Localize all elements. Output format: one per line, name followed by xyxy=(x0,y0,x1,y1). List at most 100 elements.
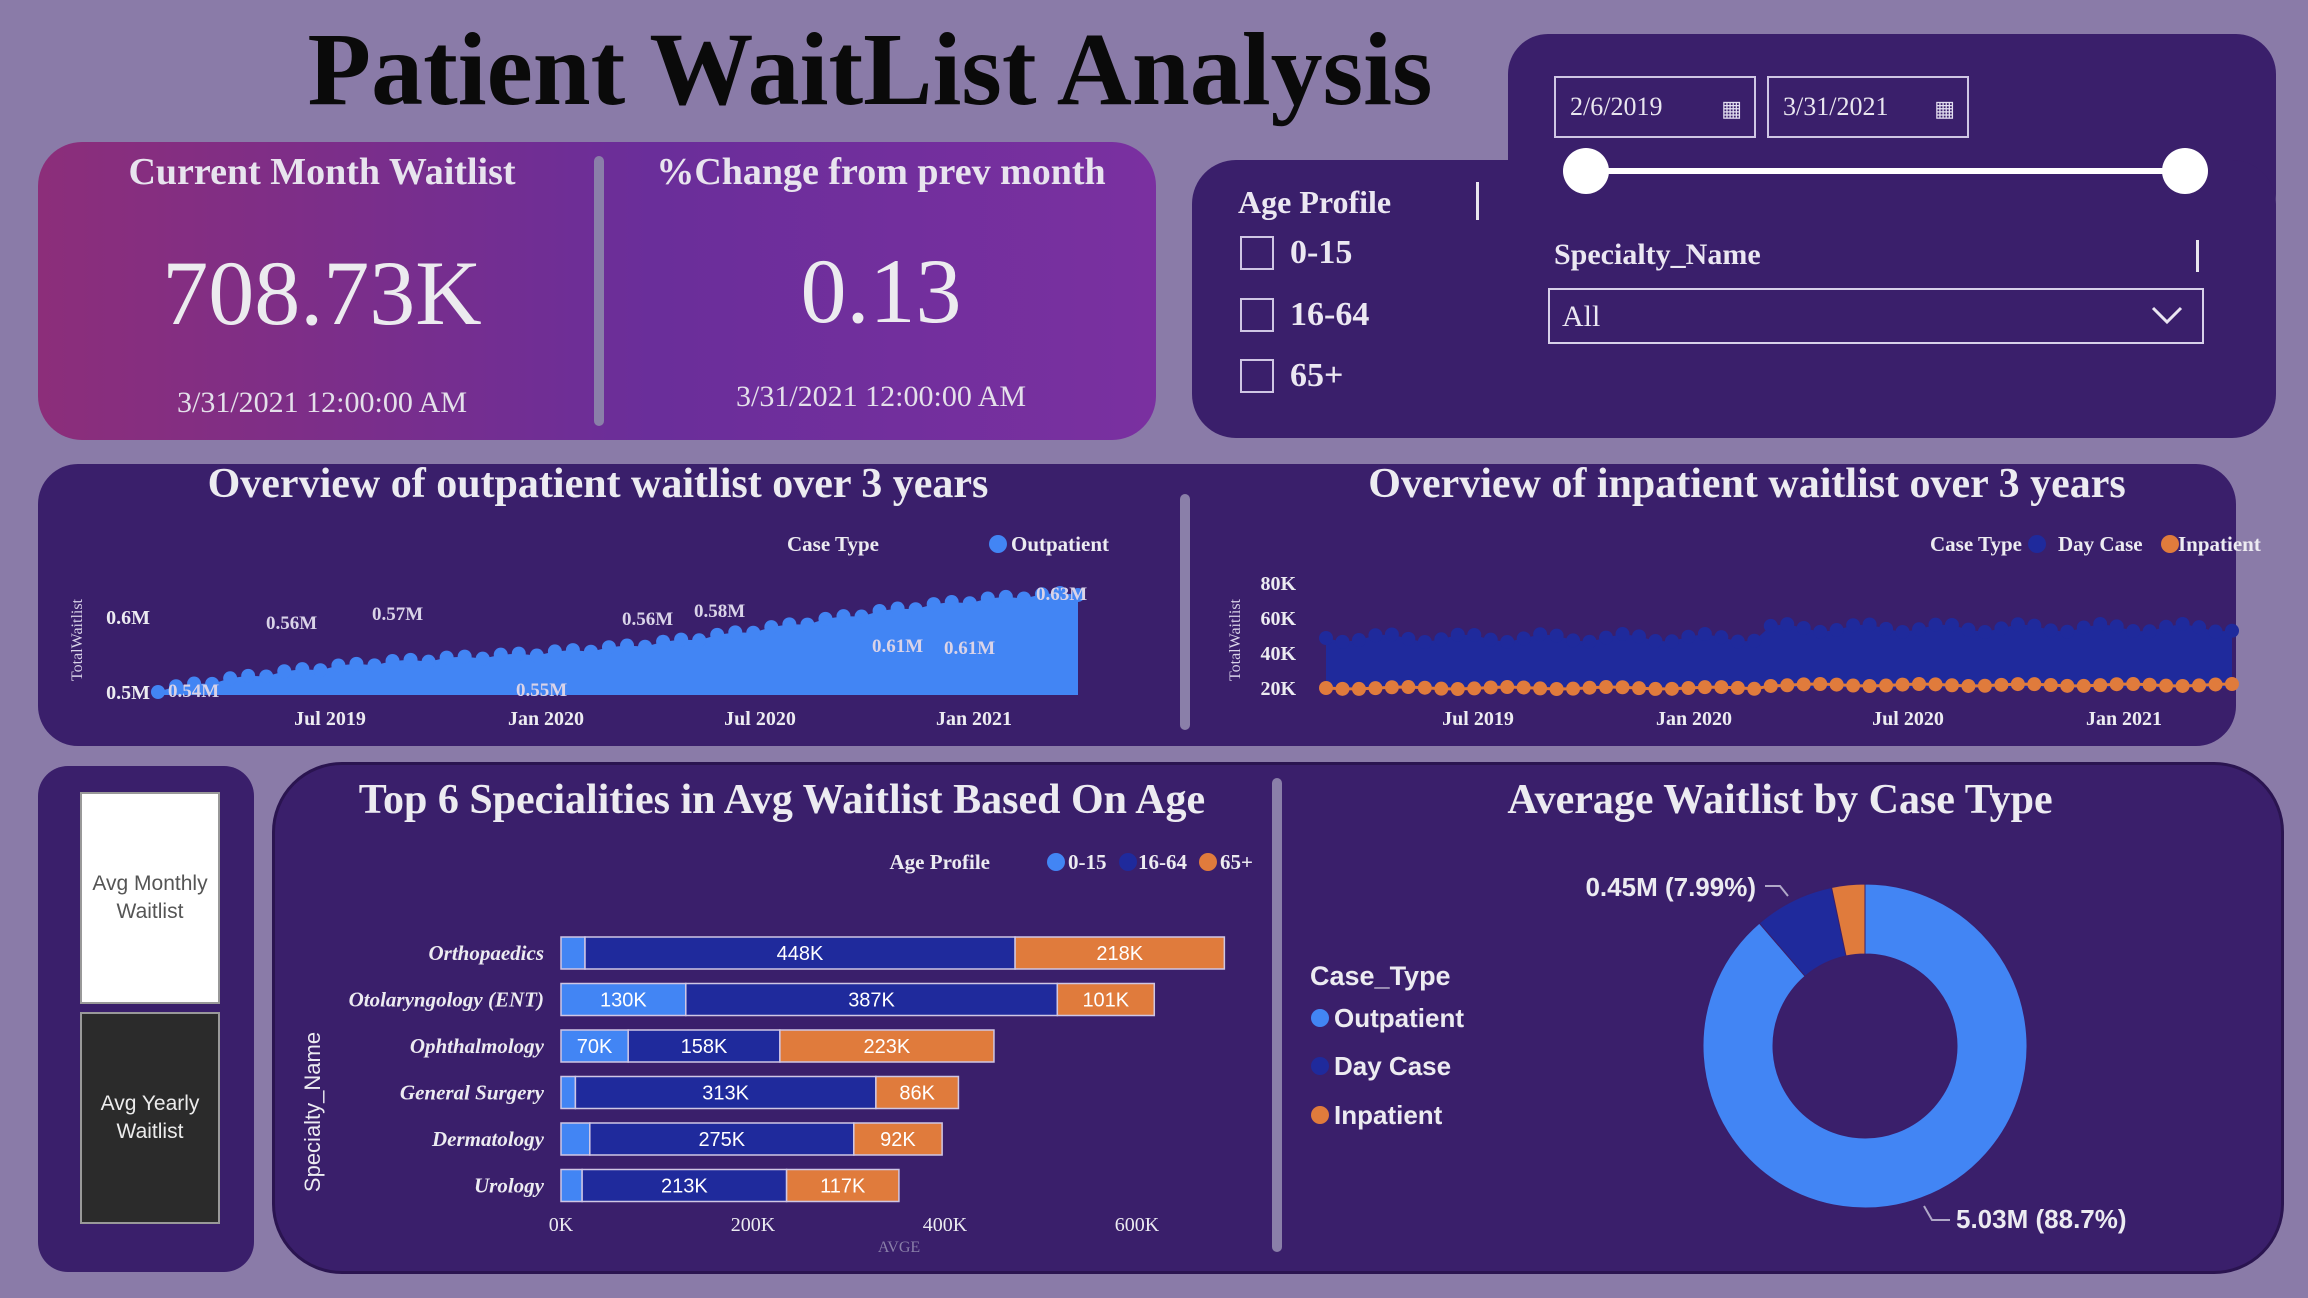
bar-value-label: 218K xyxy=(1096,943,1143,965)
inpatient-point xyxy=(1467,681,1482,696)
x-tick-label: Jul 2019 xyxy=(294,708,366,730)
date-start-input[interactable]: 2/6/2019 ▦ xyxy=(1554,76,1756,138)
outpatient-point xyxy=(908,602,923,617)
bottom-divider xyxy=(1272,778,1282,1252)
bar-value-label: 101K xyxy=(1082,990,1129,1012)
outpatient-point xyxy=(638,639,653,654)
inpatient-point xyxy=(2126,677,2141,692)
inpatient-point xyxy=(2060,678,2075,693)
checkbox[interactable] xyxy=(1240,359,1274,393)
data-label: 0.61M xyxy=(872,636,923,657)
inpatient-point xyxy=(1516,680,1531,695)
age-option-16-64[interactable]: 16-64 xyxy=(1240,296,1369,334)
legend-age-65-plus: 65+ xyxy=(1220,850,1253,874)
change-kpi: %Change from prev month 0.13 3/31/2021 1… xyxy=(606,142,1156,440)
age-profile-label: Age Profile xyxy=(1238,184,1392,220)
outpatient-point xyxy=(241,668,256,683)
legend-day-case: Day Case xyxy=(1334,1051,1451,1081)
legend-inpatient: Inpatient xyxy=(2178,532,2261,556)
donut-slices xyxy=(1702,883,2028,1209)
bar-value-label: 130K xyxy=(600,990,647,1012)
bar-value-label: 92K xyxy=(880,1129,916,1151)
date-start-value: 2/6/2019 xyxy=(1570,92,1663,121)
day-case-point xyxy=(1319,631,1333,645)
day-case-point xyxy=(2192,620,2207,635)
bar-0-15 xyxy=(560,982,687,1017)
bar-65+ xyxy=(785,1168,900,1203)
inpatient-point xyxy=(2027,677,2042,692)
inpatient-point xyxy=(1368,681,1383,696)
age-option-65-plus[interactable]: 65+ xyxy=(1240,357,1343,395)
outpatient-point xyxy=(205,676,220,691)
legend-title: Case_Type xyxy=(1310,961,1451,991)
inpatient-point xyxy=(2142,677,2157,692)
inpatient-point xyxy=(2010,677,2025,692)
slider-end-handle[interactable] xyxy=(2162,148,2208,194)
day-case-point xyxy=(2159,619,2174,634)
day-case-point xyxy=(2109,619,2124,634)
outpatient-point xyxy=(710,627,725,642)
day-case-point xyxy=(1796,621,1811,636)
age-option-0-15[interactable]: 0-15 xyxy=(1240,234,1352,272)
slice-label-outpatient: 5.03M (88.7%) xyxy=(1956,1204,2127,1234)
calendar-icon[interactable]: ▦ xyxy=(1934,96,1955,121)
inpatient-point xyxy=(1319,681,1333,695)
specialty-selected: All xyxy=(1562,300,1601,333)
inpatient-point xyxy=(2093,678,2108,693)
outpatient-point xyxy=(1071,587,1085,602)
specialty-dropdown[interactable]: All xyxy=(1548,288,2204,344)
category-label: General Surgery xyxy=(400,1081,545,1105)
bar-series: Orthopaedics 448K 218K Otolaryngology (ENT)… xyxy=(349,936,1226,1236)
outpatient-point xyxy=(620,638,635,653)
category-label: Otolaryngology (ENT) xyxy=(349,988,544,1012)
day-case-point xyxy=(2076,620,2091,635)
day-case-point xyxy=(1747,633,1762,648)
legend-marker-day-case xyxy=(2028,535,2046,553)
checkbox[interactable] xyxy=(1240,298,1274,332)
inpatient-point xyxy=(1615,680,1630,695)
outpatient-point xyxy=(223,671,238,686)
calendar-icon[interactable]: ▦ xyxy=(1721,96,1742,121)
bar-value-label: 448K xyxy=(777,943,824,965)
outpatient-point xyxy=(1034,587,1049,602)
bar-0-15 xyxy=(560,1029,629,1063)
y-tick-label: 0.5M xyxy=(106,682,150,704)
legend-outpatient: Outpatient xyxy=(1011,532,1109,556)
specialities-chart-title: Top 6 Specialities in Avg Waitlist Based… xyxy=(358,777,1206,823)
slice-Outpatient xyxy=(1702,883,2028,1209)
outpatient-point xyxy=(890,601,905,616)
overview-divider xyxy=(1180,494,1190,730)
date-range-slider[interactable] xyxy=(1586,168,2186,174)
slider-start-handle[interactable] xyxy=(1563,148,1609,194)
bar-16-64 xyxy=(589,1122,855,1156)
day-case-point xyxy=(2126,624,2141,639)
avg-yearly-toggle[interactable]: Avg Yearly Waitlist xyxy=(80,1012,220,1224)
kpi-card: Current Month Waitlist 708.73K 3/31/2021… xyxy=(38,142,1156,440)
age-option-label: 16-64 xyxy=(1290,296,1370,333)
outpatient-point xyxy=(692,633,707,648)
outpatient-point xyxy=(656,634,671,649)
bar-value-label: 275K xyxy=(698,1129,745,1151)
specialities-bar-chart: Age Profile 0-15 16-64 65+ Specialty_Nam… xyxy=(300,850,1253,1256)
x-axis-label: AVGE xyxy=(878,1239,920,1256)
date-end-input[interactable]: 3/31/2021 ▦ xyxy=(1767,76,1969,138)
day-case-point xyxy=(1829,623,1844,638)
day-case-point xyxy=(1944,617,1959,632)
legend-marker-0-15 xyxy=(1047,853,1065,871)
day-case-point xyxy=(2142,624,2157,639)
change-label: %Change from prev month xyxy=(656,151,1106,193)
checkbox[interactable] xyxy=(1240,236,1274,270)
chevron-down-icon[interactable] xyxy=(2150,298,2184,332)
inpatient-point xyxy=(1664,681,1679,696)
inpatient-point xyxy=(1994,677,2009,692)
day-case-point xyxy=(1697,627,1712,642)
outpatient-point xyxy=(836,609,851,624)
avg-monthly-toggle[interactable]: Avg Monthly Waitlist xyxy=(80,792,220,1004)
overview-panel xyxy=(38,464,2236,746)
y-axis-label: TotalWaitlist xyxy=(1227,598,1244,681)
inpatient-point xyxy=(1417,680,1432,695)
inpatient-point xyxy=(1895,677,1910,692)
case-type-chart-title: Average Waitlist by Case Type xyxy=(1507,777,2053,823)
outpatient-point xyxy=(457,649,472,664)
day-case-point xyxy=(2010,617,2025,632)
